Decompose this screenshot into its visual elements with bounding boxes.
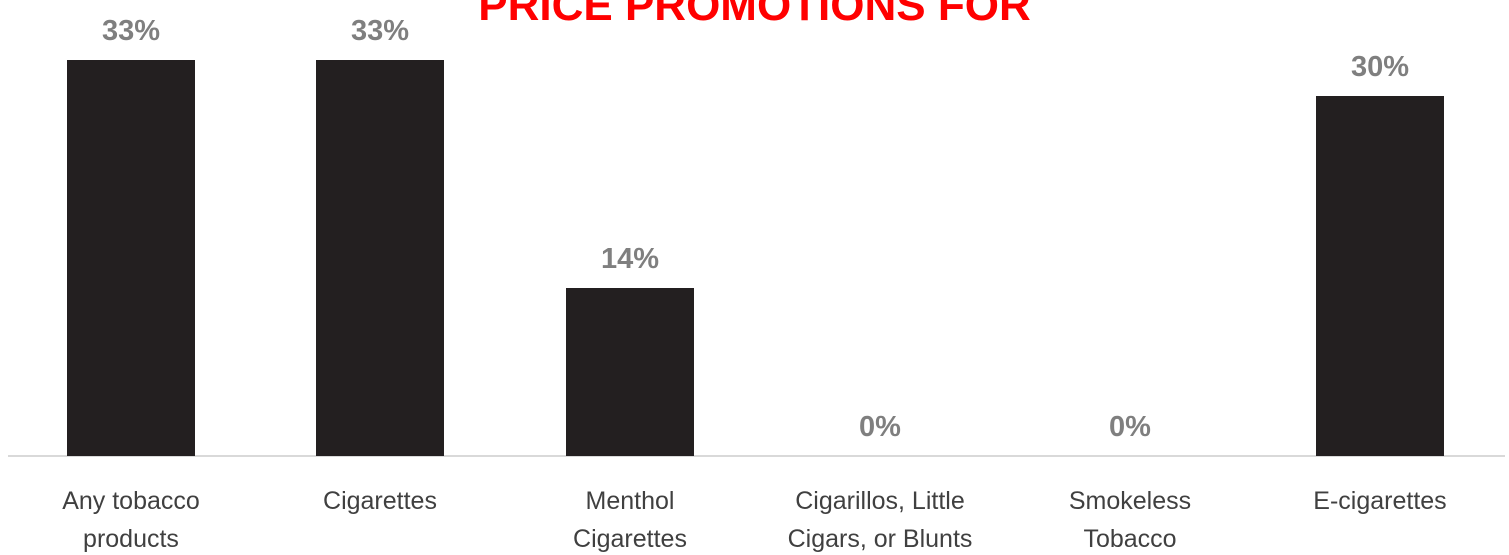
bar-1 [316,60,444,456]
data-label-3: 0% [859,411,901,443]
category-label-2: Menthol Cigarettes [573,487,687,553]
bar-2 [566,288,694,456]
data-label-0: 33% [102,15,160,47]
bar-5 [1316,96,1444,456]
category-label-0: Any tobacco products [62,487,200,553]
category-label-1: Cigarettes [323,487,437,515]
bar-0 [67,60,195,456]
data-label-4: 0% [1109,411,1151,443]
category-label-3: Cigarillos, Little Cigars, or Blunts [788,487,973,553]
category-label-4: Smokeless Tobacco [1069,487,1191,553]
data-label-1: 33% [351,15,409,47]
data-label-5: 30% [1351,51,1409,83]
chart-title: PRICE PROMOTIONS FOR [478,0,1031,30]
category-label-5: E-cigarettes [1313,487,1446,515]
data-label-2: 14% [601,243,659,275]
